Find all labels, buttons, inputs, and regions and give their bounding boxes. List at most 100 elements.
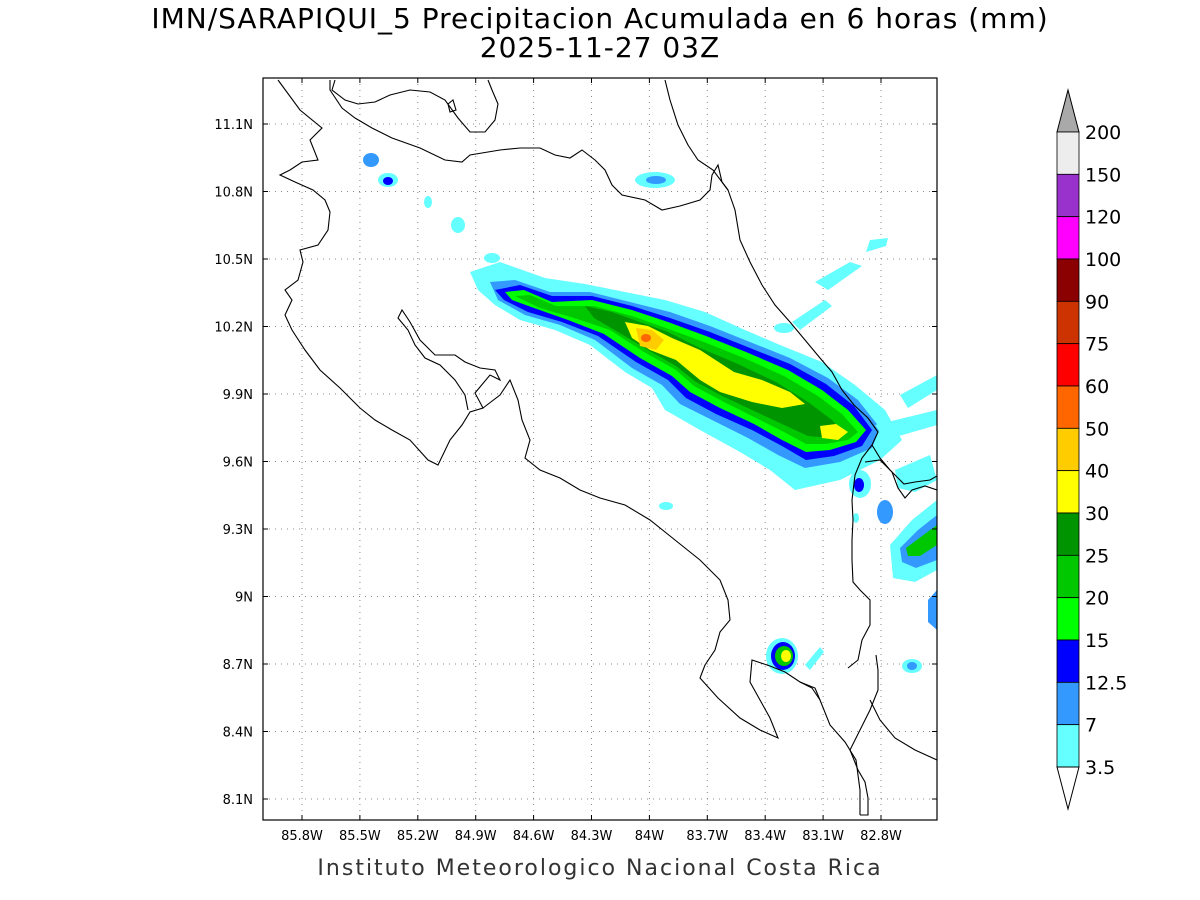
map-title: IMN/SARAPIQUI_5 Precipitacion Acumulada … bbox=[151, 2, 1049, 35]
rain-cell-north-4 bbox=[451, 217, 465, 233]
lat-tick-label: 10.2N bbox=[214, 321, 253, 336]
rain-cell-north-6-core bbox=[646, 176, 666, 184]
lon-tick-label: 83.1W bbox=[802, 829, 844, 844]
lon-tick-label: 85.5W bbox=[339, 829, 381, 844]
precipitation-field bbox=[363, 153, 937, 674]
rain-cell-central-small bbox=[659, 502, 673, 510]
legend-swatch bbox=[1056, 554, 1080, 599]
border-panama bbox=[847, 444, 873, 669]
legend-label: 200 bbox=[1085, 122, 1121, 144]
map-frame bbox=[262, 77, 938, 821]
lon-tick-label: 83.4W bbox=[744, 829, 786, 844]
coastlines-and-borders bbox=[277, 79, 937, 816]
latitude-axis: 11.1N 10.8N 10.5N 10.2N 9.9N 9.6N 9.3N 9N 8.7N 8.… bbox=[214, 118, 937, 808]
coastline-panama-south bbox=[869, 699, 937, 761]
rain-cell-north-3 bbox=[424, 196, 432, 208]
rain-cell-pacific-south-core bbox=[907, 662, 917, 670]
lat-tick-label: 8.4N bbox=[223, 726, 253, 741]
legend-swatch bbox=[1056, 216, 1080, 260]
legend-label: 15 bbox=[1085, 630, 1109, 652]
lon-tick-label: 84.6W bbox=[513, 829, 555, 844]
legend-label: 7 bbox=[1085, 715, 1097, 737]
coastline-pacific-central bbox=[482, 378, 861, 815]
lat-tick-label: 8.7N bbox=[223, 658, 253, 673]
legend-label: 20 bbox=[1085, 588, 1109, 610]
legend-label: 50 bbox=[1085, 418, 1109, 440]
rain-cell-osa-4 bbox=[781, 650, 791, 662]
lat-tick-label: 9.3N bbox=[223, 523, 253, 538]
lon-tick-label: 83.7W bbox=[686, 829, 728, 844]
legend-swatch bbox=[1056, 131, 1080, 175]
lat-tick-label: 9.6N bbox=[223, 456, 253, 471]
rain-streak-ne-2 bbox=[815, 262, 862, 290]
rain-band-30mm bbox=[625, 322, 805, 408]
coastline-burica bbox=[849, 654, 879, 816]
lon-tick-label: 84W bbox=[635, 829, 665, 844]
map-valid-time: 2025-11-27 03Z bbox=[479, 31, 721, 64]
legend-swatch bbox=[1056, 385, 1080, 429]
lon-tick-label: 84.9W bbox=[455, 829, 497, 844]
legend-label: 25 bbox=[1085, 545, 1109, 567]
rain-cell-north-5 bbox=[484, 253, 500, 263]
rain-streak-east-1 bbox=[900, 375, 937, 408]
rain-cell-north-2-core bbox=[383, 177, 393, 185]
legend-under-arrow bbox=[1056, 766, 1080, 811]
longitude-axis: 85.8W 85.5W 85.2W 84.9W 84.6W 84.3W 84W 83.7W 83… bbox=[281, 78, 902, 844]
lat-tick-label: 10.8N bbox=[214, 186, 253, 201]
legend-label: 120 bbox=[1085, 207, 1121, 229]
legend-swatch bbox=[1056, 639, 1080, 683]
rain-cell-north-1 bbox=[363, 153, 379, 167]
rain-streak-ne-3 bbox=[792, 300, 832, 330]
legend-swatch bbox=[1056, 512, 1080, 556]
legend-swatch bbox=[1056, 173, 1080, 218]
precipitation-legend: 200 150 120 100 90 75 60 50 40 30 25 20 15 12.5 7 3.5 bbox=[1056, 88, 1127, 811]
footer-credit: Instituto Meteorologico Nacional Costa R… bbox=[317, 856, 883, 881]
rain-streak-ne-1 bbox=[866, 238, 888, 252]
rain-cell-caribe bbox=[774, 323, 794, 333]
rain-core-50mm bbox=[641, 334, 651, 342]
lat-tick-label: 8.1N bbox=[223, 793, 253, 808]
legend-swatch bbox=[1056, 724, 1080, 768]
coastline-north-west bbox=[277, 79, 502, 466]
rain-streak-east-2 bbox=[875, 410, 937, 440]
legend-label: 75 bbox=[1085, 334, 1109, 356]
legend-swatch bbox=[1056, 470, 1080, 514]
lon-tick-label: 85.2W bbox=[397, 829, 439, 844]
legend-label: 3.5 bbox=[1085, 757, 1115, 779]
lat-tick-label: 9.9N bbox=[223, 388, 253, 403]
lat-tick-label: 11.1N bbox=[214, 118, 253, 133]
rain-streak-osa bbox=[805, 647, 824, 670]
legend-over-arrow bbox=[1056, 88, 1080, 133]
golfo-dulce-shore bbox=[799, 681, 821, 701]
rain-cell-sixaola-core bbox=[854, 478, 864, 492]
legend-swatch bbox=[1056, 258, 1080, 302]
rain-cell-panama-2 bbox=[877, 500, 893, 524]
legend-label: 100 bbox=[1085, 249, 1121, 271]
rain-cell-south-edge bbox=[928, 590, 937, 630]
legend-label: 90 bbox=[1085, 291, 1109, 313]
lon-tick-label: 82.8W bbox=[860, 829, 902, 844]
lon-tick-label: 84.3W bbox=[571, 829, 613, 844]
lat-tick-label: 10.5N bbox=[214, 253, 253, 268]
legend-label: 40 bbox=[1085, 461, 1109, 483]
border-nicaragua bbox=[329, 80, 729, 211]
lake-island bbox=[447, 99, 457, 113]
lat-tick-label: 9N bbox=[235, 591, 253, 606]
legend-swatch bbox=[1056, 597, 1080, 641]
lake-nicaragua-shore bbox=[331, 79, 499, 133]
legend-swatch bbox=[1056, 300, 1080, 345]
coastline-panama-north bbox=[864, 459, 937, 499]
legend-label: 12.5 bbox=[1085, 672, 1127, 694]
legend-label: 30 bbox=[1085, 503, 1109, 525]
rain-cell-panama-1 bbox=[895, 455, 937, 492]
rain-cell-bocas-core bbox=[906, 525, 937, 556]
lon-tick-label: 85.8W bbox=[281, 829, 323, 844]
legend-swatch bbox=[1056, 427, 1080, 472]
legend-swatch bbox=[1056, 343, 1080, 387]
legend-label: 60 bbox=[1085, 376, 1109, 398]
rain-cell-855 bbox=[853, 513, 859, 523]
legend-swatch bbox=[1056, 681, 1080, 726]
legend-label: 150 bbox=[1085, 164, 1121, 186]
rain-band-30mm-east bbox=[820, 424, 848, 440]
